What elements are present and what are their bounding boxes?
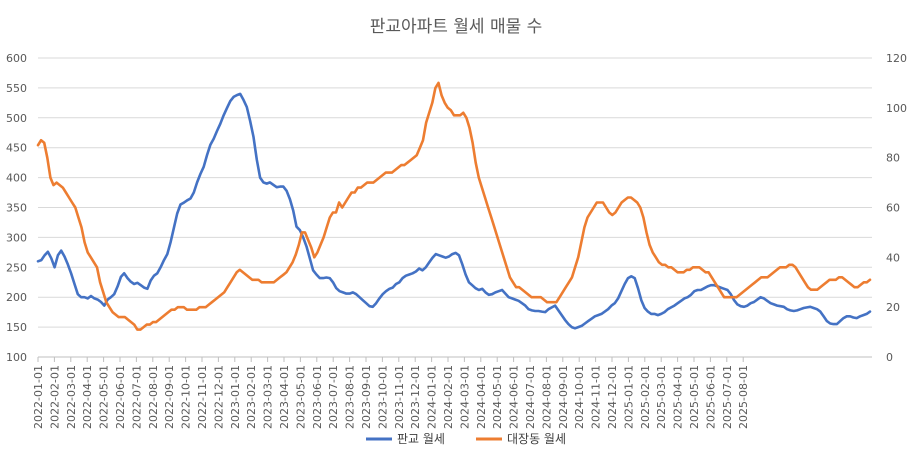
y-left-tick-label: 100 — [6, 351, 27, 364]
x-tick-label: 2023-10-01 — [376, 365, 389, 429]
x-tick-label: 2022-01-01 — [32, 365, 45, 429]
x-tick-label: 2022-10-01 — [180, 365, 193, 429]
x-tick-label: 2022-06-01 — [114, 365, 127, 429]
x-tick-label: 2025-03-01 — [655, 365, 668, 429]
y-left-tick-label: 400 — [6, 172, 27, 185]
x-tick-label: 2024-08-01 — [540, 365, 553, 429]
series-line — [36, 92, 872, 330]
x-tick-label: 2022-05-01 — [98, 365, 111, 429]
x-tick-label: 2022-04-01 — [81, 365, 94, 429]
x-tick-label: 2025-06-01 — [704, 365, 717, 429]
x-tick-label: 2022-07-01 — [130, 365, 143, 429]
legend-label: 대장동 월세 — [507, 432, 566, 446]
chart-title: 판교아파트 월세 매물 수 — [370, 17, 543, 37]
x-tick-label: 2022-02-01 — [48, 365, 61, 429]
x-tick-label: 2023-12-01 — [409, 365, 422, 429]
x-tick-label: 2024-07-01 — [524, 365, 537, 429]
y-left-tick-label: 250 — [6, 261, 27, 274]
x-tick-label: 2025-02-01 — [639, 365, 652, 429]
x-tick-label: 2022-11-01 — [196, 365, 209, 429]
y-right-tick-label: 60 — [886, 202, 900, 215]
y-left-tick-label: 550 — [6, 82, 27, 95]
x-tick-label: 2023-11-01 — [393, 365, 406, 429]
x-tick-label: 2024-12-01 — [606, 365, 619, 429]
x-tick-label: 2025-08-01 — [737, 365, 750, 429]
x-tick-label: 2023-05-01 — [294, 365, 307, 429]
x-tick-label: 2024-01-01 — [426, 365, 439, 429]
y-right-tick-label: 0 — [886, 351, 893, 364]
right-axis-ticks: 0 20 40 60 80 100 120 — [886, 52, 907, 364]
y-left-tick-label: 200 — [6, 291, 27, 304]
left-axis-ticks: 100 150 200 250 300 350 400 450 500 550 600 — [6, 52, 27, 364]
x-tick-label: 2024-04-01 — [475, 365, 488, 429]
y-right-tick-label: 40 — [886, 251, 900, 264]
x-tick-label: 2023-01-01 — [229, 365, 242, 429]
x-tick-label: 2025-07-01 — [721, 365, 734, 429]
y-right-tick-label: 120 — [886, 52, 907, 65]
y-left-tick-label: 500 — [6, 112, 27, 125]
x-axis: 2022-01-01 2022-02-01 2022-03-01 2022-04-01… — [32, 356, 872, 429]
x-tick-label: 2023-08-01 — [344, 365, 357, 429]
series-line — [36, 81, 872, 331]
x-tick-label: 2025-05-01 — [688, 365, 701, 429]
x-tick-label: 2023-06-01 — [311, 365, 324, 429]
y-left-tick-label: 350 — [6, 202, 27, 215]
x-tick-label: 2022-09-01 — [163, 365, 176, 429]
y-left-tick-label: 150 — [6, 321, 27, 334]
legend-label: 판교 월세 — [397, 432, 445, 446]
x-tick-label: 2022-12-01 — [212, 365, 225, 429]
series-lines — [36, 81, 872, 331]
x-tick-label: 2023-09-01 — [360, 365, 373, 429]
x-tick-label: 2024-02-01 — [442, 365, 455, 429]
x-tick-label: 2025-01-01 — [622, 365, 635, 429]
x-tick-label: 2023-07-01 — [327, 365, 340, 429]
y-left-tick-label: 300 — [6, 231, 27, 244]
y-left-tick-label: 450 — [6, 142, 27, 155]
gridlines — [38, 57, 872, 328]
x-tick-label: 2024-10-01 — [573, 365, 586, 429]
y-right-tick-label: 20 — [886, 301, 900, 314]
x-tick-label: 2024-05-01 — [491, 365, 504, 429]
x-tick-label: 2023-02-01 — [245, 365, 258, 429]
y-right-tick-label: 80 — [886, 152, 900, 165]
x-tick-label: 2025-04-01 — [672, 365, 685, 429]
legend: 판교 월세 대장동 월세 — [366, 432, 566, 446]
x-tick-label: 2024-09-01 — [557, 365, 570, 429]
x-tick-label: 2024-03-01 — [458, 365, 471, 429]
x-tick-label: 2023-04-01 — [278, 365, 291, 429]
x-tick-label: 2024-11-01 — [590, 365, 603, 429]
x-tick-label: 2022-03-01 — [65, 365, 78, 429]
x-tick-label: 2024-06-01 — [508, 365, 521, 429]
x-tick-label: 2022-08-01 — [147, 365, 160, 429]
x-tick-label: 2023-03-01 — [262, 365, 275, 429]
y-left-tick-label: 600 — [6, 52, 27, 65]
y-right-tick-label: 100 — [886, 102, 907, 115]
